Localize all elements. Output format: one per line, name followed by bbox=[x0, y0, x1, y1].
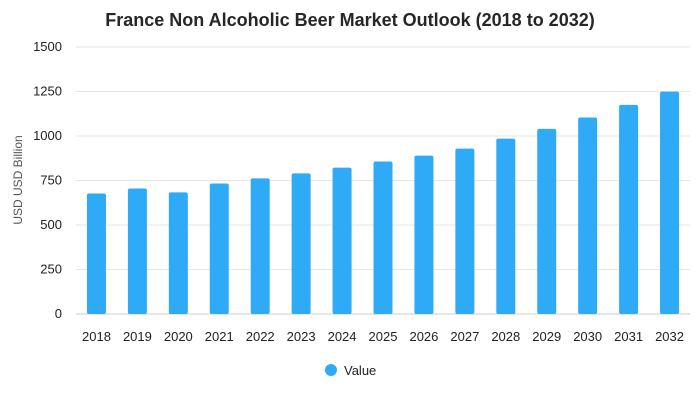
x-tick-label: 2018 bbox=[82, 329, 111, 344]
bar-2024[interactable] bbox=[332, 167, 352, 314]
x-tick-label: 2026 bbox=[409, 329, 438, 344]
bar-2018[interactable] bbox=[86, 193, 106, 314]
legend-label-value[interactable]: Value bbox=[344, 363, 376, 378]
x-axis-ticks: 2018 2019 2020 2021 2022 2023 2024 2025 2026 2027… bbox=[82, 329, 684, 344]
bar-2026[interactable] bbox=[414, 155, 434, 314]
bar-2029[interactable] bbox=[537, 128, 557, 314]
legend[interactable]: Value bbox=[325, 363, 376, 378]
bar-2028[interactable] bbox=[496, 138, 516, 314]
bar-2031[interactable] bbox=[619, 104, 639, 314]
x-tick-label: 2030 bbox=[573, 329, 602, 344]
legend-swatch-value[interactable] bbox=[325, 364, 337, 376]
bar-2022[interactable] bbox=[250, 178, 270, 314]
bar-2020[interactable] bbox=[168, 192, 188, 314]
bar-2023[interactable] bbox=[291, 173, 311, 314]
y-axis-ticks: 0 250 500 750 1000 1250 1500 bbox=[33, 39, 62, 321]
bar-2030[interactable] bbox=[578, 117, 598, 314]
x-tick-label: 2032 bbox=[655, 329, 684, 344]
x-tick-label: 2031 bbox=[614, 329, 643, 344]
bar-2027[interactable] bbox=[455, 148, 475, 314]
chart-title: France Non Alcoholic Beer Market Outlook… bbox=[105, 10, 594, 30]
y-tick-label: 750 bbox=[40, 173, 62, 188]
y-tick-label: 250 bbox=[40, 262, 62, 277]
x-tick-label: 2024 bbox=[328, 329, 357, 344]
y-tick-label: 500 bbox=[40, 217, 62, 232]
bar-2019[interactable] bbox=[127, 188, 147, 314]
y-axis-label: USD USD Billion bbox=[11, 135, 25, 224]
x-tick-label: 2027 bbox=[450, 329, 479, 344]
y-tick-label: 1000 bbox=[33, 128, 62, 143]
x-tick-label: 2022 bbox=[246, 329, 275, 344]
bar-2025[interactable] bbox=[373, 161, 393, 314]
x-tick-label: 2029 bbox=[532, 329, 561, 344]
x-tick-label: 2023 bbox=[287, 329, 316, 344]
x-tick-label: 2028 bbox=[491, 329, 520, 344]
y-tick-label: 1250 bbox=[33, 84, 62, 99]
x-tick-label: 2025 bbox=[369, 329, 398, 344]
x-tick-label: 2020 bbox=[164, 329, 193, 344]
x-tick-label: 2019 bbox=[123, 329, 152, 344]
bars bbox=[86, 91, 680, 314]
bar-2032[interactable] bbox=[660, 91, 680, 314]
bar-2021[interactable] bbox=[209, 183, 229, 314]
y-tick-label: 0 bbox=[55, 306, 62, 321]
y-tick-label: 1500 bbox=[33, 39, 62, 54]
x-tick-label: 2021 bbox=[205, 329, 234, 344]
